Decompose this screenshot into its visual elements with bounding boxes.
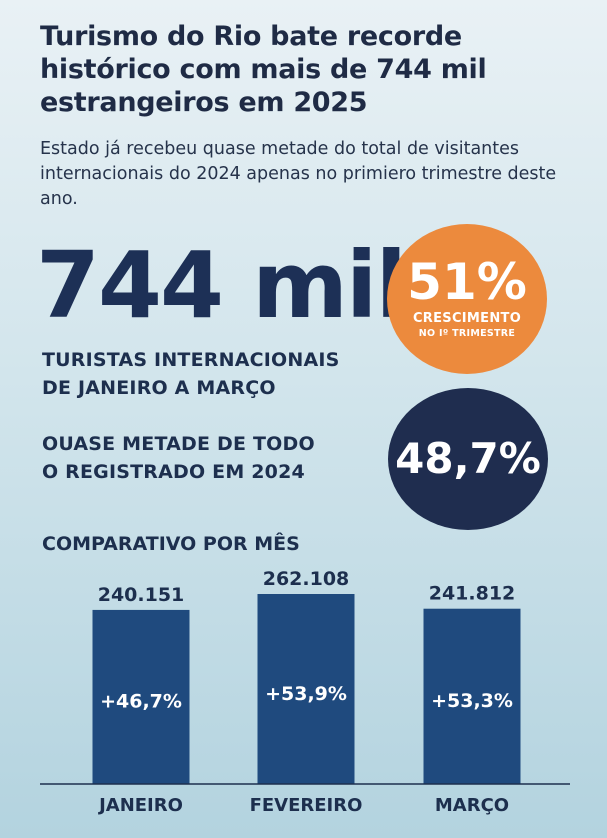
headline: Turismo do Rio bate recorde histórico co…: [40, 21, 487, 118]
share-badge-value: 48,7%: [395, 434, 541, 483]
bar: [92, 609, 190, 784]
bar-growth-label: +53,3%: [431, 690, 513, 712]
bar: [423, 608, 521, 784]
main-stat-label-line1: TURISTAS INTERNACIONAIS: [42, 349, 340, 371]
bar-value-label: 240.151: [98, 584, 185, 606]
share-stat-label-line2: O REGISTRADO EM 2024: [42, 461, 305, 483]
main-stat-label: TURISTAS INTERNACIONAIS DE JANEIRO A MAR…: [42, 346, 382, 402]
chart-title: COMPARATIVO POR MÊS: [42, 533, 300, 555]
bar-value-label: 241.812: [429, 583, 516, 605]
main-stat-label-line2: DE JANEIRO A MARÇO: [42, 377, 276, 399]
x-tick-label: FEVEREIRO: [250, 795, 363, 816]
bar-value-label: 262.108: [263, 568, 350, 590]
subtitle: Estado já recebeu quase metade do total …: [40, 139, 557, 209]
growth-badge: 51% CRESCIMENTO NO Iº TRIMESTRE: [387, 224, 547, 374]
x-tick-label: MARÇO: [435, 795, 509, 816]
growth-badge-value: 51%: [407, 252, 527, 311]
x-tick-label: JANEIRO: [97, 795, 183, 816]
growth-badge-sublabel: NO Iº TRIMESTRE: [418, 327, 516, 339]
share-stat-label-line1: OUASE METADE DE TODO: [42, 433, 315, 455]
share-stat-label: OUASE METADE DE TODO O REGISTRADO EM 202…: [42, 430, 382, 486]
bar: [257, 594, 355, 784]
growth-badge-label: CRESCIMENTO: [412, 310, 522, 326]
share-badge: 48,7%: [388, 388, 548, 530]
bar-growth-label: +53,9%: [265, 683, 347, 705]
bar-growth-label: +46,7%: [100, 690, 182, 712]
main-stat-value: 744 mil: [36, 232, 407, 339]
